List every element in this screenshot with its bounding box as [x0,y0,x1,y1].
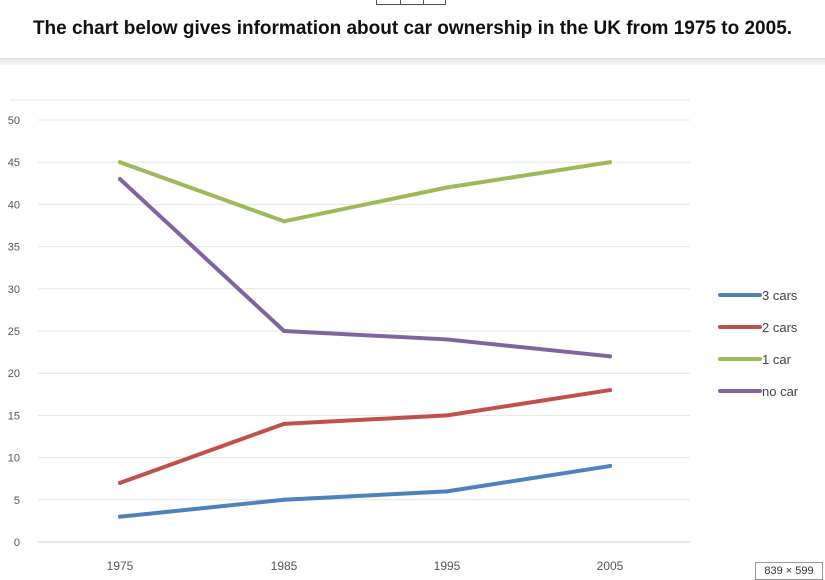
x-tick-label-1985: 1985 [271,559,298,573]
data-point-no-car-1995 [445,337,449,342]
top-tab-marker [376,0,446,5]
y-tick-label-50: 50 [8,115,20,127]
x-tick-label-1995: 1995 [434,559,461,573]
y-tick-label-40: 40 [8,199,20,211]
y-tick-label-15: 15 [8,410,20,422]
y-tick-label-10: 10 [8,453,20,465]
y-tick-label-25: 25 [8,326,20,338]
data-point-2-cars-1975 [118,480,122,485]
data-point-1-car-1975 [118,160,122,165]
y-tick-label-0: 0 [14,537,20,549]
y-tick-label-35: 35 [8,242,20,254]
series-line-2-cars [118,388,612,485]
legend-label-no-car: no car [762,384,799,399]
y-tick-label-30: 30 [8,284,20,296]
image-dimensions-badge: 839 × 599 [755,562,823,580]
x-tick-label-1975: 1975 [107,559,134,573]
data-point-2-cars-1995 [445,413,449,418]
x-tick-label-2005: 2005 [597,559,624,573]
series-line-no-car [118,177,612,359]
data-point-2-cars-1985 [282,421,286,426]
data-point-2-cars-2005 [608,388,612,393]
page-title: The chart below gives information about … [32,18,793,39]
y-tick-label-5: 5 [14,495,20,507]
y-tick-label-45: 45 [8,157,20,169]
legend-label-3-cars: 3 cars [762,288,798,303]
legend-label-2-cars: 2 cars [762,320,798,335]
data-point-1-car-1995 [445,185,449,190]
data-point-1-car-2005 [608,160,612,165]
data-point-no-car-2005 [608,354,612,359]
data-point-no-car-1985 [282,329,286,333]
data-point-no-car-1975 [118,177,122,182]
data-point-3-cars-1975 [118,514,122,519]
series-line-1-car [118,160,612,224]
divider [0,58,825,65]
data-point-3-cars-1995 [445,489,449,494]
y-tick-label-20: 20 [8,368,20,380]
data-point-3-cars-2005 [608,464,612,469]
series-line-3-cars [118,464,612,519]
data-point-3-cars-1985 [282,497,286,502]
legend-label-1-car: 1 car [762,352,792,367]
data-point-1-car-1985 [282,219,286,224]
